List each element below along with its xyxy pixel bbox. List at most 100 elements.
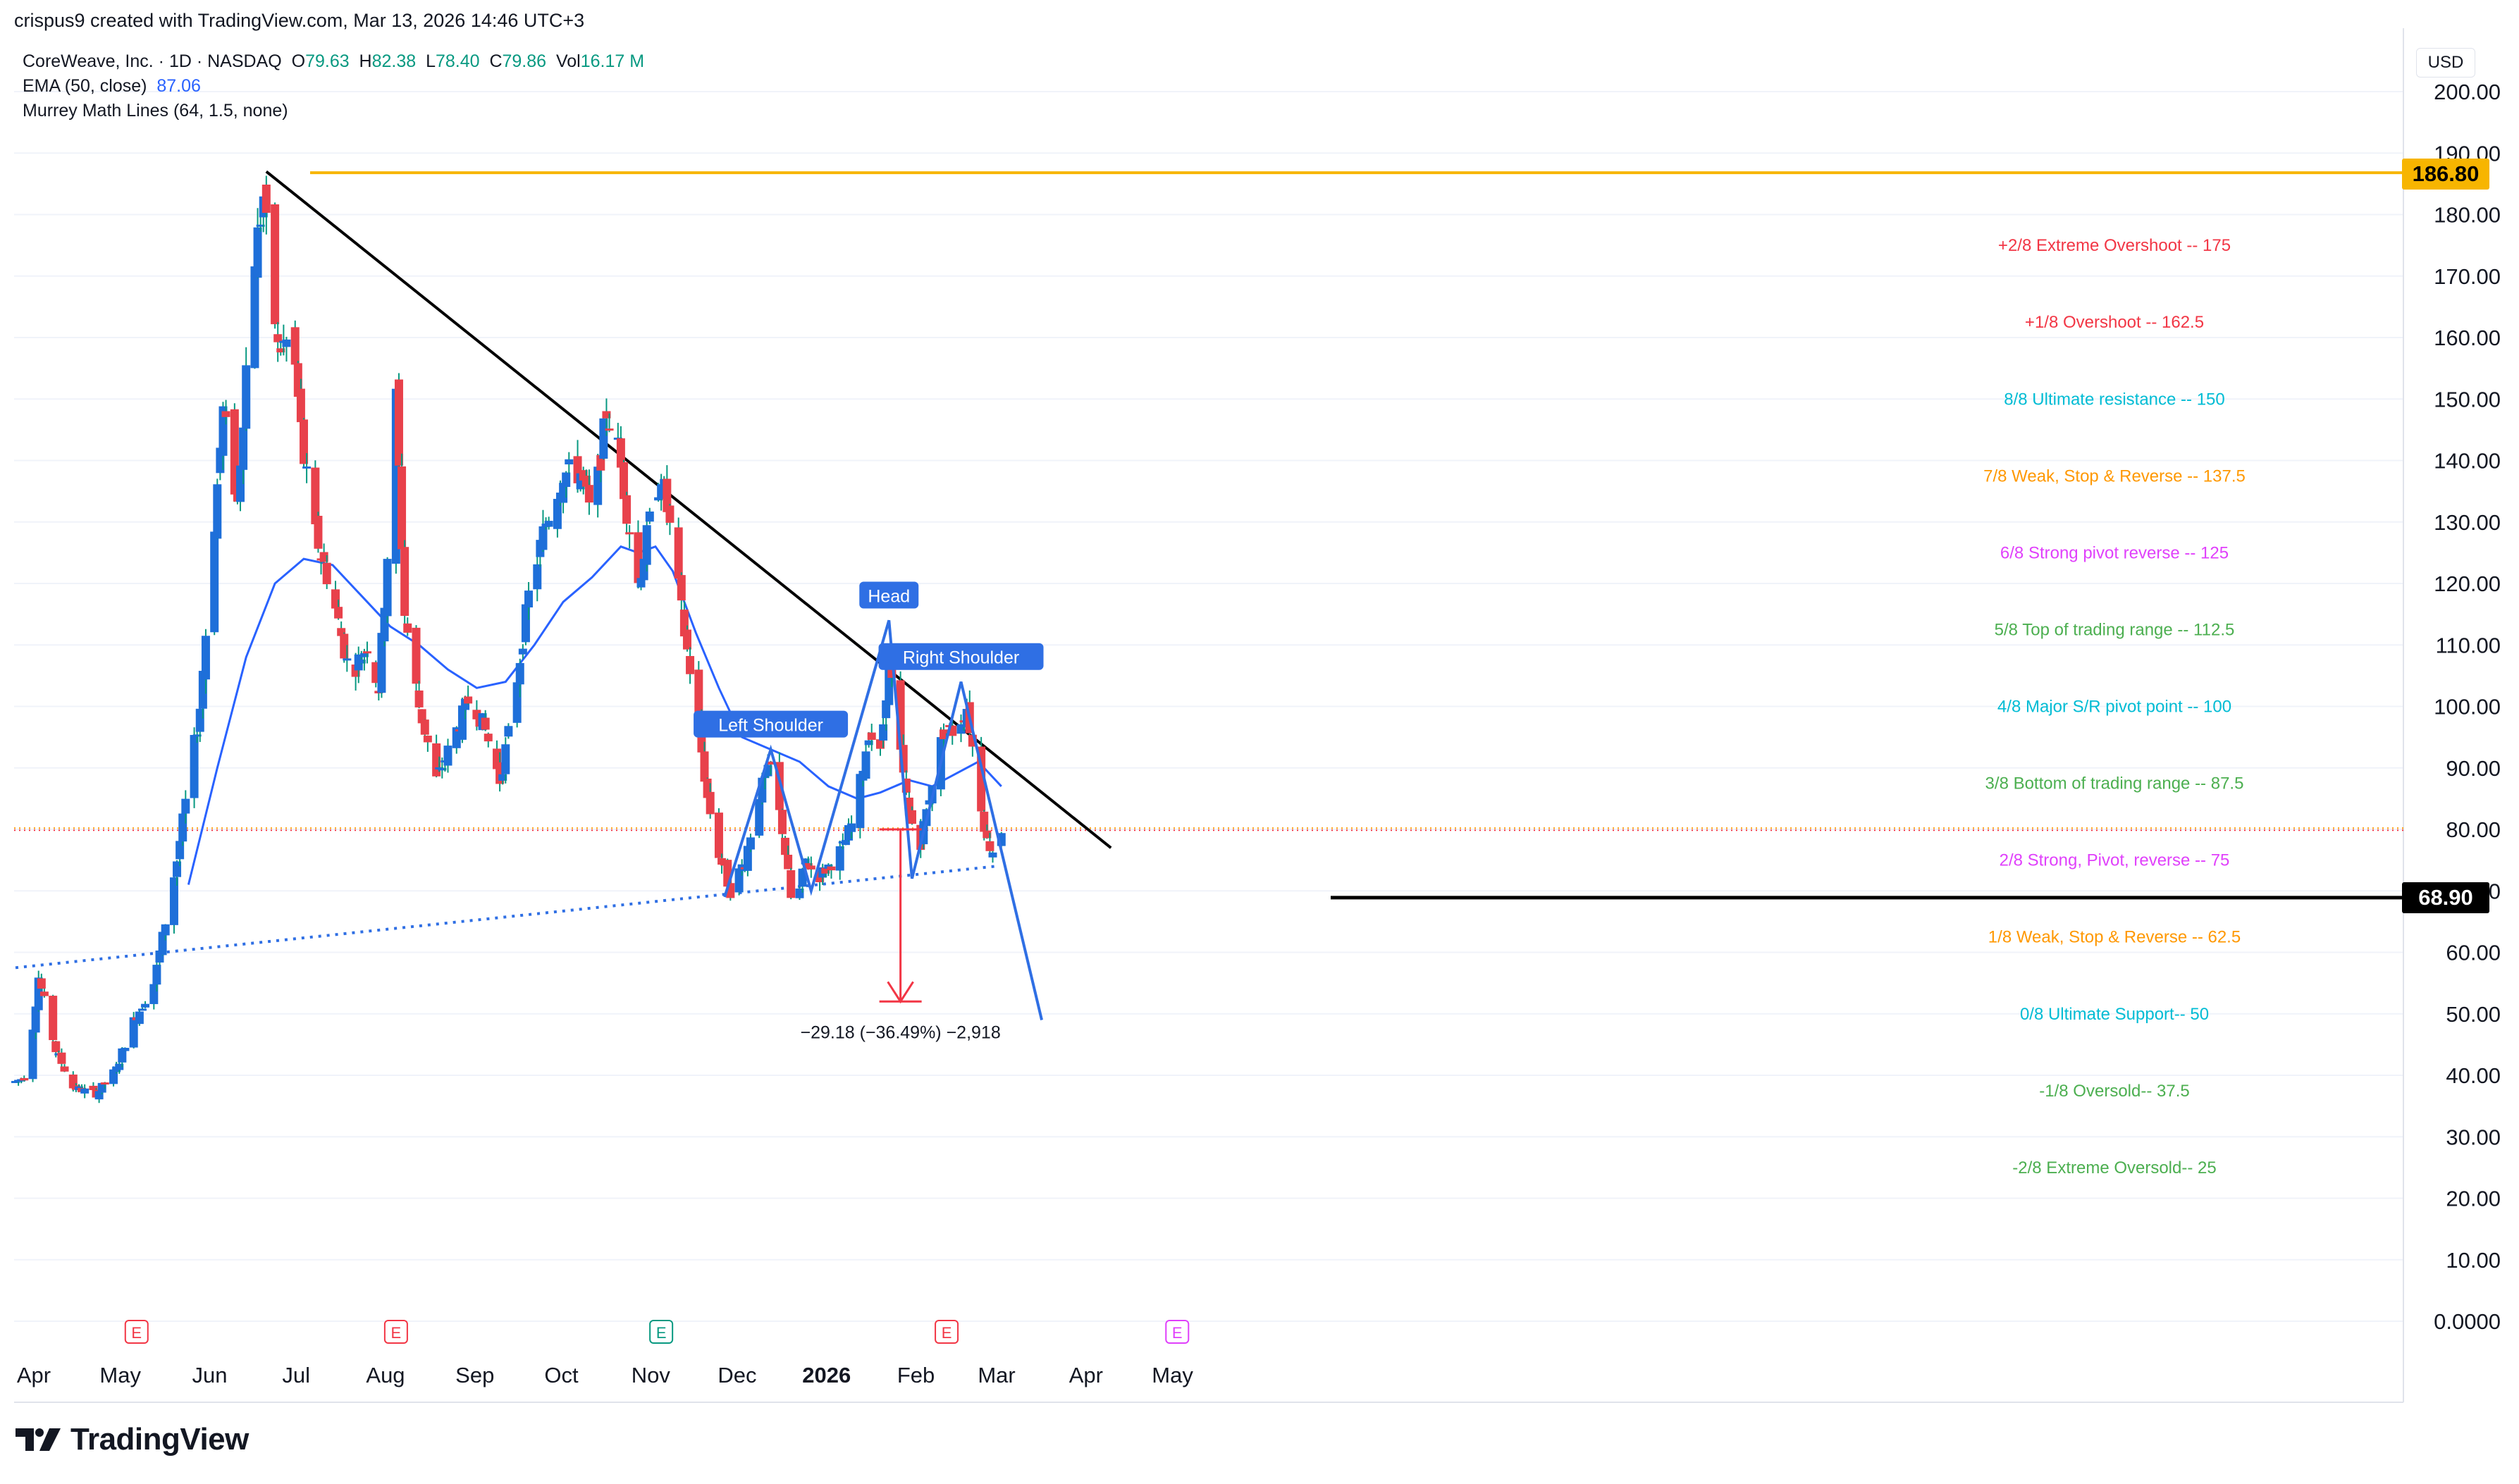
candle-body bbox=[665, 505, 675, 523]
candle-body bbox=[39, 991, 49, 996]
candle-body bbox=[544, 521, 553, 527]
symbol-name[interactable]: CoreWeave, Inc. · 1D · NASDAQ bbox=[23, 51, 282, 71]
y-tick-label: 160.00 bbox=[2434, 326, 2501, 350]
candle-body bbox=[674, 527, 683, 579]
candle-body bbox=[619, 462, 628, 500]
x-tick-label: Dec bbox=[717, 1363, 756, 1387]
candle-body bbox=[879, 724, 888, 741]
candle-body bbox=[121, 1048, 130, 1051]
candle-body bbox=[484, 734, 493, 742]
candle-body bbox=[581, 475, 591, 487]
x-tick-label: Sep bbox=[455, 1363, 494, 1387]
candle-body bbox=[801, 858, 810, 865]
candle-body bbox=[616, 438, 625, 468]
candle-body bbox=[256, 224, 265, 227]
candle-body bbox=[636, 578, 646, 588]
candle-body bbox=[343, 658, 352, 661]
candle-body bbox=[714, 812, 723, 858]
price-tag-neckline: 68.90 bbox=[2402, 882, 2489, 913]
candle-body bbox=[377, 633, 386, 693]
murrey-row[interactable]: Murrey Math Lines (64, 1.5, none) bbox=[23, 99, 644, 123]
earnings-label: E bbox=[942, 1324, 952, 1342]
candle-body bbox=[152, 965, 161, 985]
candle-body bbox=[464, 696, 473, 704]
low-value: 78.40 bbox=[435, 51, 480, 71]
symbol-row[interactable]: CoreWeave, Inc. · 1D · NASDAQ O79.63 H82… bbox=[23, 51, 645, 71]
murrey-label[interactable]: Murrey Math Lines (64, 1.5, none) bbox=[23, 101, 288, 120]
chart-legend: CoreWeave, Inc. · 1D · NASDAQ O79.63 H82… bbox=[23, 49, 644, 123]
tradingview-logo[interactable]: TradingView bbox=[16, 1422, 249, 1457]
candle-body bbox=[135, 1011, 144, 1025]
currency-button[interactable]: USD bbox=[2416, 48, 2475, 78]
candle-body bbox=[622, 495, 632, 524]
candle-body bbox=[11, 1081, 20, 1084]
high-value: 82.38 bbox=[371, 51, 417, 71]
tradingview-logo-icon bbox=[16, 1428, 61, 1451]
murrey-math-lines: +2/8 Extreme Overshoot -- 175 +1/8 Oversh… bbox=[1983, 236, 2246, 1177]
y-tick-label: 150.00 bbox=[2434, 387, 2501, 412]
candle-body bbox=[118, 1048, 127, 1063]
candle-body bbox=[798, 868, 807, 887]
y-tick-label: 30.00 bbox=[2446, 1125, 2501, 1149]
candle-body bbox=[137, 1008, 147, 1011]
candle-body bbox=[988, 852, 997, 858]
candle-body bbox=[596, 455, 605, 471]
candle-body bbox=[438, 767, 447, 771]
candle-body bbox=[115, 1063, 124, 1070]
candle-body bbox=[743, 846, 752, 871]
candle-body bbox=[271, 204, 280, 325]
candle-body bbox=[663, 478, 672, 512]
ema-row[interactable]: EMA (50, close) 87.06 bbox=[23, 74, 644, 99]
key-levels bbox=[14, 170, 2403, 970]
candle-body bbox=[645, 511, 654, 522]
x-tick-label: Jun bbox=[192, 1363, 227, 1387]
candle-body bbox=[755, 799, 764, 836]
candle-body bbox=[746, 837, 755, 850]
candle-body bbox=[864, 740, 873, 746]
murrey-line-label: +2/8 Extreme Overshoot -- 175 bbox=[1998, 236, 2231, 255]
support-trendline bbox=[15, 865, 996, 970]
x-tick-label: Mar bbox=[978, 1363, 1015, 1387]
earnings-icon bbox=[124, 1320, 149, 1344]
candle-body bbox=[907, 810, 916, 824]
candle-body bbox=[821, 867, 830, 874]
candle-body bbox=[625, 532, 634, 535]
candle-body bbox=[322, 562, 331, 585]
pattern-polyline bbox=[723, 619, 1043, 1020]
candle-body bbox=[677, 575, 686, 601]
pattern-label: Right Shoulder bbox=[903, 648, 1019, 668]
earnings-label: E bbox=[656, 1324, 667, 1342]
candle-body bbox=[642, 525, 651, 565]
candle-body bbox=[443, 746, 452, 766]
candle-body bbox=[867, 732, 876, 740]
candle-body bbox=[296, 388, 305, 423]
candle-body bbox=[221, 411, 230, 417]
candle-body bbox=[362, 651, 371, 654]
candlestick-series bbox=[11, 175, 1006, 1103]
candle-body bbox=[178, 813, 187, 842]
earnings-label: E bbox=[1172, 1324, 1183, 1342]
candle-body bbox=[394, 379, 403, 466]
candle-body bbox=[94, 1091, 104, 1100]
y-tick-label: 90.00 bbox=[2446, 756, 2501, 781]
candle-body bbox=[239, 427, 248, 470]
y-tick-label: 0.0000 bbox=[2434, 1309, 2501, 1334]
candle-body bbox=[380, 607, 389, 642]
ema-50-line bbox=[187, 545, 1002, 885]
candle-body bbox=[195, 708, 204, 732]
candle-body bbox=[319, 552, 328, 562]
candle-body bbox=[593, 466, 603, 505]
time-axis: Apr May Jun Jul Aug Sep Oct Nov Dec 2026 Feb Mar Apr… bbox=[17, 1363, 1193, 1387]
candle-body bbox=[521, 604, 530, 643]
candle-body bbox=[236, 465, 245, 502]
pattern-label: Left Shoulder bbox=[718, 716, 823, 736]
candle-body bbox=[158, 932, 167, 956]
candle-body bbox=[261, 184, 271, 214]
candle-body bbox=[524, 590, 534, 608]
candle-body bbox=[481, 717, 490, 730]
earnings-label: E bbox=[131, 1324, 142, 1342]
ema-label[interactable]: EMA (50, close) bbox=[23, 76, 147, 96]
candle-body bbox=[290, 327, 300, 365]
